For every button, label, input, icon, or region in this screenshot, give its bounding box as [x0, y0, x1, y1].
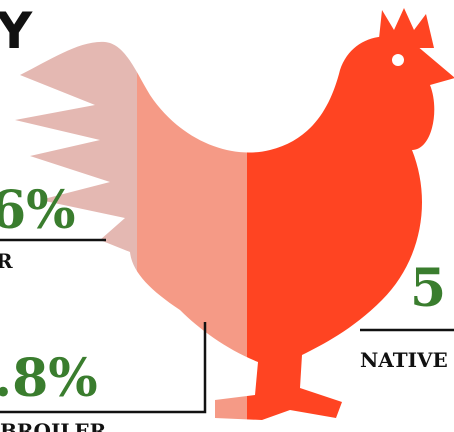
label: R: [0, 249, 13, 273]
percent: .8%: [0, 348, 98, 409]
comb: [378, 8, 434, 48]
infographic: Y 6% R .8% BROILER 5 NATIVE: [0, 0, 454, 432]
title: Y: [0, 2, 33, 60]
eye: [392, 54, 404, 66]
hen-segment: [137, 0, 247, 432]
label: BROILER: [0, 419, 107, 432]
percent: 5: [410, 258, 446, 319]
label: NATIVE: [360, 348, 448, 372]
page: Y 6% R .8% BROILER 5 NATIVE (() => { con…: [0, 0, 454, 432]
percent: 6%: [0, 180, 76, 241]
